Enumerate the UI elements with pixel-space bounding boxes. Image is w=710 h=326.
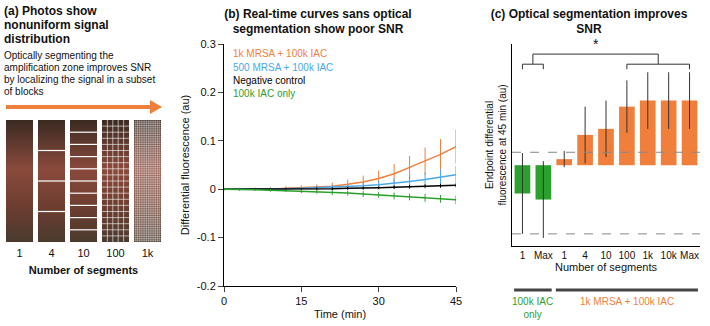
svg-text:100k IAConly: 100k IAConly	[512, 296, 553, 320]
svg-text:0.1: 0.1	[201, 135, 216, 147]
svg-text:1: 1	[520, 250, 526, 261]
svg-text:-0.1: -0.1	[197, 231, 216, 243]
svg-text:0.2: 0.2	[201, 86, 216, 98]
svg-text:10: 10	[77, 247, 89, 259]
svg-text:1k: 1k	[642, 250, 654, 261]
svg-text:0.3: 0.3	[201, 38, 216, 50]
svg-text:4: 4	[582, 250, 588, 261]
svg-text:Time (min): Time (min)	[314, 308, 366, 320]
svg-text:(c) Optical segmentation impro: (c) Optical segmentation improvesSNR	[491, 7, 688, 37]
svg-text:45: 45	[450, 295, 462, 307]
svg-text:*: *	[593, 36, 599, 52]
svg-text:4: 4	[48, 247, 54, 259]
svg-text:Negative control: Negative control	[233, 75, 305, 86]
svg-text:0: 0	[210, 183, 216, 195]
svg-text:0: 0	[221, 295, 227, 307]
svg-text:Differential fluorescence (au): Differential fluorescence (au)	[179, 95, 191, 235]
svg-text:1k: 1k	[142, 247, 154, 259]
svg-text:100k IAC only: 100k IAC only	[233, 88, 295, 99]
svg-text:Max: Max	[680, 250, 699, 261]
svg-text:100: 100	[619, 250, 636, 261]
svg-text:15: 15	[295, 295, 307, 307]
svg-text:Endpoint differentialfluoresce: Endpoint differentialfluorescence at 45 …	[484, 84, 508, 205]
svg-text:10: 10	[600, 250, 612, 261]
svg-text:500 MRSA + 100k IAC: 500 MRSA + 100k IAC	[233, 62, 333, 73]
svg-text:30: 30	[373, 295, 385, 307]
svg-text:Number of segments: Number of segments	[29, 264, 138, 276]
svg-text:1k MRSA + 100k IAC: 1k MRSA + 100k IAC	[580, 296, 674, 307]
svg-text:100: 100	[106, 247, 124, 259]
svg-text:-0.2: -0.2	[197, 280, 216, 292]
svg-text:Max: Max	[534, 250, 553, 261]
svg-text:(b) Real-time curves sans opti: (b) Real-time curves sans opticalsegment…	[224, 7, 411, 37]
svg-text:10k: 10k	[661, 250, 678, 261]
svg-text:1k MRSA + 100k IAC: 1k MRSA + 100k IAC	[233, 48, 327, 59]
svg-text:Number of segments: Number of segments	[555, 261, 658, 273]
html-text:(a) Photos show nonuniform sig: (a) Photos show nonuniform signal distri…	[4, 4, 109, 46]
svg-text:1: 1	[16, 247, 22, 259]
svg-text:1: 1	[561, 250, 567, 261]
html-text:Optically segmenting the ampli: Optically segmenting the amplification z…	[4, 50, 156, 97]
